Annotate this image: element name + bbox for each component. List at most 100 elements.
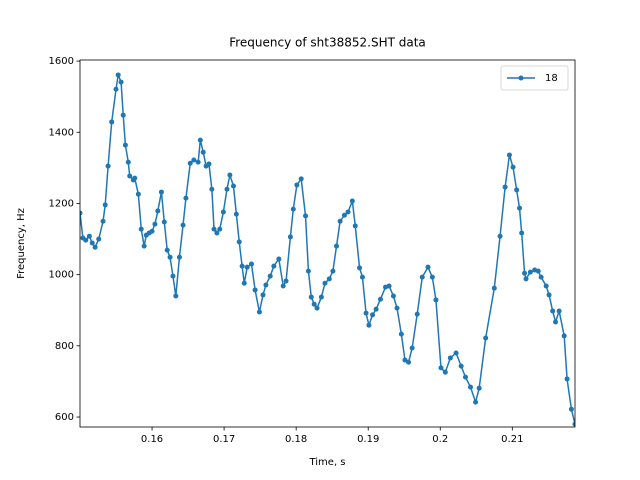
data-point	[252, 287, 258, 293]
data-point	[303, 213, 309, 219]
data-point	[386, 283, 392, 289]
data-point	[543, 283, 549, 289]
data-point	[398, 331, 404, 337]
x-tick-label: 0.17	[213, 434, 235, 445]
data-point	[161, 219, 167, 225]
data-point	[176, 254, 182, 260]
data-point	[438, 365, 444, 371]
data-point	[349, 198, 355, 204]
data-point	[96, 236, 102, 242]
data-point	[406, 359, 412, 365]
data-point	[120, 112, 126, 118]
data-point	[433, 297, 439, 303]
data-point	[305, 268, 311, 274]
data-point	[497, 233, 503, 239]
data-point	[564, 376, 570, 382]
data-point	[125, 159, 131, 165]
y-tick-label: 1600	[49, 56, 74, 67]
data-point	[191, 157, 197, 163]
x-tick-label: 0.19	[357, 434, 379, 445]
data-point	[132, 175, 138, 181]
data-point	[523, 276, 529, 282]
data-point	[206, 161, 212, 167]
data-point	[290, 206, 296, 212]
data-point	[447, 355, 453, 361]
data-point	[100, 218, 106, 224]
data-point	[167, 254, 173, 260]
data-point	[419, 274, 425, 280]
legend-marker	[518, 75, 524, 81]
data-point	[271, 263, 277, 269]
data-point	[568, 406, 574, 412]
data-point	[187, 160, 193, 166]
data-point	[233, 211, 239, 217]
data-point	[283, 278, 289, 284]
data-point	[80, 210, 83, 216]
data-point	[359, 274, 365, 280]
data-point	[236, 239, 242, 245]
data-point	[195, 159, 201, 165]
data-point	[506, 152, 512, 158]
data-point	[550, 308, 556, 314]
data-point	[370, 312, 376, 318]
data-point	[502, 184, 508, 190]
data-point	[158, 189, 164, 195]
data-point	[127, 173, 133, 179]
data-point	[337, 218, 343, 224]
y-tick-label: 800	[55, 341, 74, 352]
data-point	[149, 228, 155, 234]
y-axis-label: Frequency, Hz	[16, 208, 27, 279]
data-point	[267, 273, 273, 279]
data-point	[527, 269, 533, 275]
data-point	[256, 309, 262, 315]
x-axis-label: Time, s	[308, 457, 345, 468]
data-point	[298, 176, 304, 182]
data-point	[135, 191, 141, 197]
data-point	[538, 274, 544, 280]
data-point	[209, 186, 215, 192]
axes-frame	[79, 59, 576, 428]
data-point	[429, 274, 435, 280]
data-point	[287, 234, 293, 240]
data-point	[473, 399, 479, 405]
data-point	[217, 226, 223, 232]
data-point	[308, 294, 314, 300]
data-point	[155, 208, 161, 214]
data-point	[115, 72, 121, 78]
data-point	[224, 186, 230, 192]
data-point	[366, 322, 372, 328]
data-point	[102, 202, 108, 208]
data-point	[468, 384, 474, 390]
data-point	[561, 333, 567, 339]
data-point	[280, 283, 286, 289]
data-point	[311, 301, 317, 307]
data-point	[394, 305, 400, 311]
data-point	[244, 264, 250, 270]
data-point	[402, 357, 408, 363]
data-point	[322, 280, 328, 286]
data-point	[318, 294, 324, 300]
data-point	[572, 421, 575, 427]
data-point	[476, 385, 482, 391]
x-tick-label: 0.2	[432, 434, 448, 445]
data-point	[92, 244, 98, 250]
data-point	[377, 296, 383, 302]
data-point	[522, 270, 528, 276]
data-point	[230, 183, 236, 189]
data-point	[214, 230, 220, 236]
data-point	[170, 273, 176, 279]
y-tick-label: 1200	[49, 198, 74, 209]
data-point	[197, 137, 203, 143]
data-point	[556, 308, 562, 314]
data-point	[409, 345, 415, 351]
data-point	[414, 311, 420, 317]
data-point	[535, 268, 541, 274]
data-point	[183, 195, 189, 201]
y-tick-label: 1400	[49, 127, 74, 138]
data-point	[491, 285, 497, 291]
data-point	[239, 263, 245, 269]
plot-area	[80, 72, 575, 427]
data-point	[180, 222, 186, 228]
data-point	[373, 306, 379, 312]
data-point	[462, 374, 468, 380]
